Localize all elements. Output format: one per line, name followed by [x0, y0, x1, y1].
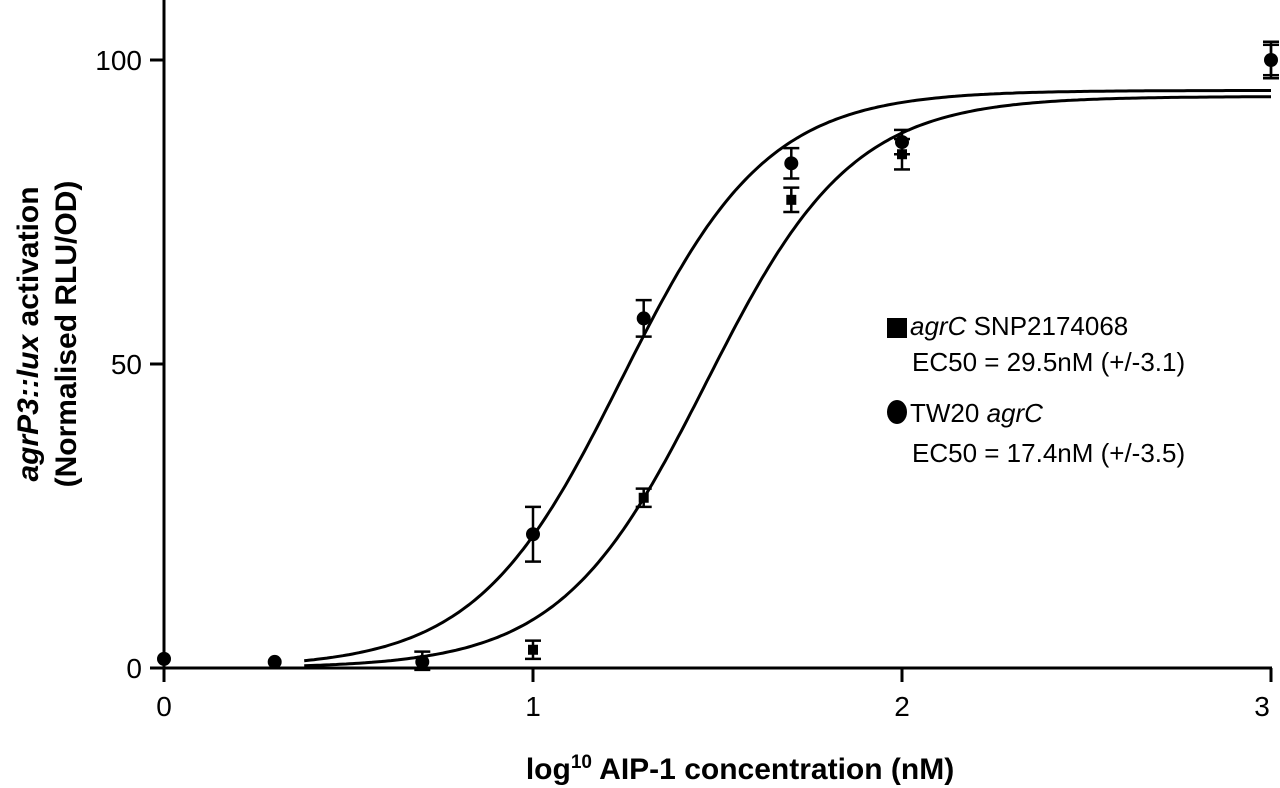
x-tick-label-2: 2 [894, 691, 910, 722]
y-ticks: 0 50 100 [95, 45, 164, 684]
x-ticks: 0 1 2 3 [156, 668, 1273, 722]
y-tick-label-0: 0 [126, 653, 142, 684]
data-points [157, 40, 1279, 672]
legend-label-snp-italic: agrC [910, 311, 967, 341]
x-axis-title-superscript: 10 [571, 752, 592, 773]
data-point-square-2 [638, 492, 649, 503]
data-point-circle-4 [636, 311, 651, 326]
legend-label-tw20-italic: agrC [987, 398, 1044, 428]
legend: agrC SNP2174068 EC50 = 29.5nM (+/-3.1) T… [887, 311, 1185, 468]
fit-curve-square [304, 95, 1271, 668]
legend-label-snp-rest: SNP2174068 [966, 311, 1128, 341]
data-point-circle-5 [784, 156, 799, 171]
data-point-circle-2 [415, 654, 430, 669]
legend-marker-circle [887, 400, 907, 424]
data-point-circle-0 [157, 651, 171, 666]
data-point-circle-1 [267, 654, 282, 669]
y-axis-title: agrP3::lux activation (Normalised RLU/OD… [12, 181, 83, 488]
x-axis-title-suffix: AIP-1 concentration (nM) [592, 753, 954, 786]
data-point-circle-3 [526, 527, 540, 542]
x-axis-title-prefix: log [526, 753, 571, 786]
data-point-square-3 [786, 194, 797, 205]
legend-ec50-snp: EC50 = 29.5nM (+/-3.1) [912, 347, 1185, 377]
x-axis-title: log10 AIP-1 concentration (nM) [526, 752, 954, 786]
x-tick-label-3: 3 [1254, 691, 1270, 722]
y-axis-title-rest: activation [12, 186, 45, 334]
x-tick-label-0: 0 [156, 691, 172, 722]
y-axis-title-line2: (Normalised RLU/OD) [50, 181, 83, 488]
legend-marker-square [887, 318, 907, 338]
fit-curves [304, 89, 1271, 668]
legend-label-snp: agrC SNP2174068 [910, 311, 1128, 341]
data-point-circle-7 [1264, 53, 1278, 67]
y-tick-label-100: 100 [95, 45, 142, 76]
legend-label-tw20-rest: TW20 [910, 398, 987, 428]
fit-curve-circle [304, 89, 1271, 663]
y-tick-label-50: 50 [111, 349, 142, 380]
legend-label-tw20: TW20 agrC [910, 398, 1043, 428]
legend-ec50-tw20: EC50 = 17.4nM (+/-3.5) [912, 438, 1185, 468]
data-point-circle-6 [895, 135, 909, 150]
x-tick-label-1: 1 [525, 691, 541, 722]
data-point-square-1 [528, 644, 538, 655]
y-axis-title-line1: agrP3::lux activation [12, 186, 45, 481]
y-axis-title-italic: agrP3::lux [12, 334, 45, 482]
